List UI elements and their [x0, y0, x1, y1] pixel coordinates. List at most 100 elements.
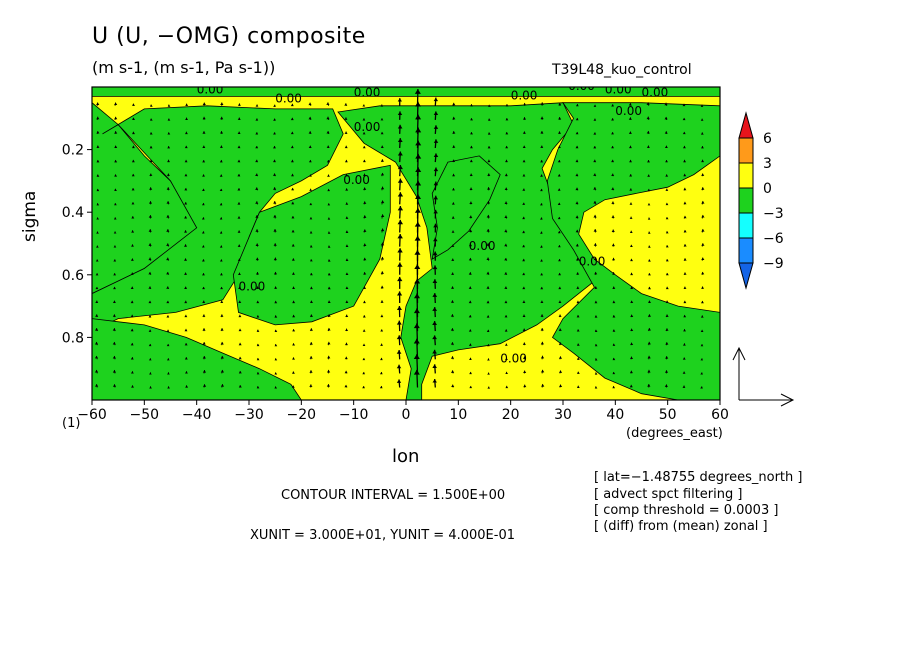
wind-vector-head	[148, 358, 152, 361]
wind-vector-head	[647, 217, 651, 220]
wind-vector-head	[95, 273, 99, 276]
wind-vector-head	[540, 355, 545, 359]
wind-vector-head	[647, 327, 651, 331]
wind-vector-head	[683, 286, 687, 289]
wind-vector-head	[113, 273, 117, 276]
wind-vector-head	[523, 102, 527, 106]
wind-vector-head	[201, 259, 205, 262]
wind-vector-head	[628, 103, 632, 106]
wind-vector-head	[487, 146, 491, 149]
wind-vector-head	[94, 341, 99, 345]
wind-vector-head	[629, 216, 633, 219]
wind-vector-head	[292, 300, 296, 304]
wind-vector-head	[593, 228, 597, 232]
colorbar-segment	[738, 212, 754, 239]
wind-vector-head	[201, 231, 205, 234]
wind-vector-head	[345, 314, 349, 318]
wind-vector-head	[522, 272, 526, 276]
wind-vector-head	[148, 257, 152, 261]
wind-vector-head	[505, 145, 509, 149]
wind-vector-head	[396, 350, 402, 354]
wind-vector-head	[629, 370, 633, 374]
x-tick-label: 20	[502, 407, 520, 423]
wind-vector-head	[148, 215, 152, 218]
wind-vector-head	[558, 272, 562, 276]
wind-vector-head	[184, 188, 188, 191]
wind-vector-head	[432, 335, 437, 340]
wind-vector-head	[219, 188, 223, 192]
wind-vector-head	[575, 118, 579, 121]
wind-vector-head	[114, 131, 118, 134]
wind-vector-head	[414, 221, 421, 227]
wind-vector-head	[647, 231, 651, 234]
wind-vector-head	[700, 315, 704, 318]
wind-vector-head	[611, 243, 615, 247]
wind-vector-head	[396, 379, 402, 383]
wind-vector-head	[256, 315, 260, 318]
wind-vector-head	[540, 145, 544, 148]
wind-vector-head	[504, 187, 508, 191]
wind-vector-head	[166, 358, 170, 361]
wind-vector-head	[593, 200, 597, 204]
wind-vector-head	[612, 257, 616, 261]
contour-region-6	[546, 102, 720, 400]
wind-vector-head	[415, 180, 422, 186]
wind-vector-head	[558, 259, 561, 262]
wind-vector-head	[648, 245, 651, 248]
wind-vector-head	[540, 341, 544, 345]
wind-vector-head	[665, 217, 669, 220]
wind-vector-head	[593, 159, 597, 163]
wind-vector-head	[558, 328, 562, 331]
wind-vector-head	[380, 343, 383, 346]
wind-vector-head	[450, 286, 455, 289]
x-tick-label: −60	[77, 407, 107, 423]
y-tick-label: 0.8	[62, 330, 84, 346]
wind-vector-head	[647, 355, 651, 359]
wind-vector-head	[273, 229, 277, 232]
wind-vector-head	[700, 118, 704, 121]
wind-vector-head	[576, 272, 580, 275]
wind-vector-head	[362, 118, 366, 121]
wind-vector-head	[130, 328, 134, 332]
wind-vector-head	[630, 314, 634, 318]
wind-vector-head	[237, 244, 241, 247]
wind-vector-head	[202, 370, 207, 373]
wind-vector-head	[149, 173, 153, 176]
wind-vector-head	[112, 300, 116, 303]
wind-vector-head	[309, 202, 313, 206]
wind-vector-head	[291, 371, 295, 374]
x-tick-label: 50	[659, 407, 677, 423]
wind-vector-head	[167, 159, 171, 163]
wind-vector-head	[432, 349, 437, 354]
wind-vector-head	[701, 146, 704, 149]
wind-vector-head	[95, 300, 99, 303]
wind-vector-head	[486, 329, 490, 332]
wind-vector-head	[611, 118, 614, 121]
wind-vector-head	[522, 300, 526, 304]
wind-vector-head	[433, 153, 439, 158]
wind-vector-head	[576, 371, 580, 374]
wind-vector-head	[273, 243, 277, 246]
contour-region-5	[431, 155, 501, 260]
wind-vector-head	[647, 384, 651, 387]
wind-vector-head	[505, 104, 509, 107]
wind-vector-head	[451, 230, 455, 233]
wind-vector-head	[612, 343, 616, 346]
wind-vector-head	[344, 145, 348, 149]
wind-vector-head	[468, 329, 472, 332]
wind-vector-head	[664, 131, 668, 134]
wind-vector-head	[149, 187, 153, 190]
wind-vector-head	[130, 272, 134, 275]
wind-vector	[541, 245, 543, 247]
wind-vector-head	[469, 371, 472, 375]
wind-vector-head	[413, 338, 420, 344]
wind-vector-head	[274, 344, 278, 347]
wind-vector-head	[184, 202, 188, 205]
wind-vector-head	[113, 259, 117, 262]
wind-vector-head	[470, 132, 473, 135]
wind-vector	[540, 217, 543, 219]
wind-vector-head	[380, 228, 385, 232]
wind-vector-head	[452, 131, 456, 134]
wind-vector-head	[131, 202, 135, 205]
wind-vector-head	[184, 328, 188, 332]
